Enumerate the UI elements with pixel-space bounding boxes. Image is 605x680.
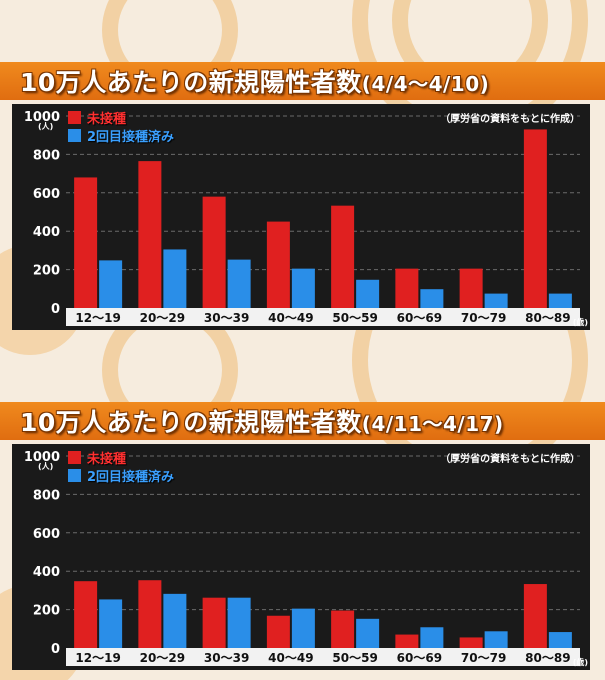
bar-chart: 0 200 400 600 800 1000 12～19 20～29 30～39 40～49 50～… [24,110,580,326]
chart-area: 0 200 400 600 800 1000 12～19 20～29 30～39 40～49 50～… [12,444,590,670]
bar-unvaccinated [459,268,483,308]
legend-label-vaccinated: 2回目接種済み [87,469,175,485]
chart-title: 10万人あたりの新規陽性者数(4/4～4/10) [20,68,490,97]
bar-unvaccinated [74,177,98,308]
bar-unvaccinated [138,161,162,308]
bar-vaccinated [420,627,444,648]
bar-chart: 0 200 400 600 800 1000 12～19 20～29 30～39 40～49 50～… [24,450,580,666]
y-tick-label: 600 [33,527,60,542]
legend-swatch-unvaccinated [68,450,81,464]
y-tick-label: 1000 [24,450,60,465]
legend: 未接種 2回目接種済み [68,448,175,485]
bar-unvaccinated [459,637,483,648]
source-note: （厚労省の資料をもとに作成） [440,454,580,465]
y-tick-label: 800 [33,488,60,503]
bar-vaccinated [484,631,508,648]
bar-vaccinated [227,597,251,648]
bar-vaccinated [99,260,123,308]
bar-unvaccinated [74,581,98,648]
bar-vaccinated [356,279,380,308]
x-tick-label: 70～79 [461,651,506,665]
bar-unvaccinated [331,205,355,308]
y-tick-label: 800 [33,148,60,163]
x-axis-strip [66,308,580,326]
bar-unvaccinated [202,196,226,308]
y-unit-label: (人) [38,462,54,471]
legend-label-unvaccinated: 未接種 [87,451,127,467]
y-unit-label: (人) [38,122,54,131]
bar-vaccinated [356,618,380,648]
bar-vaccinated [548,293,572,308]
legend: 未接種 2回目接種済み [68,108,175,145]
bar-unvaccinated [266,615,290,648]
y-tick-label: 1000 [24,110,60,125]
bar-vaccinated [99,599,123,648]
bar-vaccinated [484,293,508,308]
legend-swatch-vaccinated [68,468,81,482]
y-tick-label: 400 [33,225,60,240]
bar-vaccinated [548,632,572,648]
x-tick-label: 80～89 [525,311,570,325]
bar-vaccinated [163,593,187,648]
chart-title: 10万人あたりの新規陽性者数(4/11～4/17) [20,408,504,437]
x-tick-label: 30～39 [204,311,249,325]
legend-item-vaccinated: 2回目接種済み [68,466,175,485]
legend-item-unvaccinated: 未接種 [68,448,174,467]
x-axis-strip [66,648,580,666]
y-tick-label: 600 [33,187,60,202]
chart-subtitle: (4/11～4/17) [361,412,504,436]
bar-unvaccinated [395,268,419,308]
x-tick-label: 40～49 [268,311,313,325]
y-tick-label: 400 [33,565,60,580]
y-tick-label: 0 [51,642,60,657]
bar-unvaccinated [138,580,162,648]
bar-vaccinated [163,249,187,308]
x-tick-label: 50～59 [332,311,377,325]
chart-subtitle: (4/4～4/10) [361,72,490,96]
source-note: （厚労省の資料をもとに作成） [440,114,580,125]
legend-swatch-unvaccinated [68,110,81,124]
legend-item-unvaccinated: 未接種 [68,108,174,127]
x-tick-label: 20～29 [140,651,185,665]
x-tick-label: 12～19 [75,651,120,665]
x-unit-label: (歳) [572,318,588,327]
legend-swatch-vaccinated [68,128,81,142]
chart-area: 0 200 400 600 800 1000 12～19 20～29 30～39 40～49 50～… [12,104,590,330]
chart-panel-week-2: 10万人あたりの新規陽性者数(4/11～4/17) 0 200 400 600 800 1… [0,340,605,680]
x-tick-label: 20～29 [140,311,185,325]
y-tick-label: 200 [33,264,60,279]
x-unit-label: (歳) [572,658,588,667]
bar-vaccinated [420,289,444,308]
x-tick-label: 80～89 [525,651,570,665]
x-tick-label: 40～49 [268,651,313,665]
x-tick-label: 30～39 [204,651,249,665]
x-tick-label: 70～79 [461,311,506,325]
bar-unvaccinated [331,610,355,648]
bar-unvaccinated [266,221,290,308]
title-bar: 10万人あたりの新規陽性者数(4/4～4/10) [0,62,605,100]
legend-item-vaccinated: 2回目接種済み [68,126,175,145]
bar-vaccinated [291,268,315,308]
bar-unvaccinated [523,584,547,648]
legend-label-unvaccinated: 未接種 [87,111,127,127]
y-tick-label: 200 [33,604,60,619]
legend-label-vaccinated: 2回目接種済み [87,129,175,145]
bar-unvaccinated [202,597,226,648]
x-tick-label: 60～69 [397,651,442,665]
x-tick-label: 12～19 [75,311,120,325]
x-tick-label: 60～69 [397,311,442,325]
y-tick-label: 0 [51,302,60,317]
bar-unvaccinated [395,634,419,648]
bar-vaccinated [291,608,315,648]
x-tick-label: 50～59 [332,651,377,665]
title-bar: 10万人あたりの新規陽性者数(4/11～4/17) [0,402,605,440]
bar-vaccinated [227,259,251,308]
chart-panel-week-1: 10万人あたりの新規陽性者数(4/4～4/10) 0 200 400 600 800 10… [0,62,605,330]
bar-unvaccinated [523,129,547,308]
